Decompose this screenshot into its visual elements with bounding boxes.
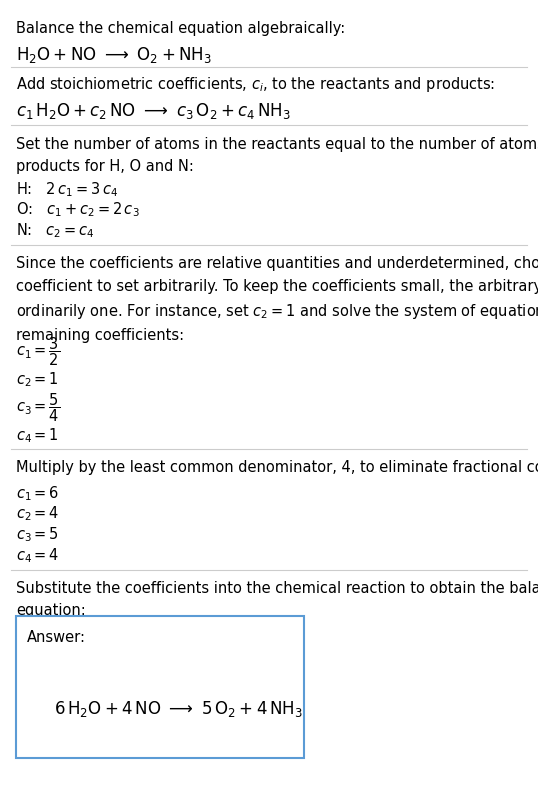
Text: Add stoichiometric coefficients, $c_i$, to the reactants and products:: Add stoichiometric coefficients, $c_i$, … [16,75,495,94]
Text: Answer:: Answer: [27,630,86,646]
Text: $c_4 = 4$: $c_4 = 4$ [16,546,60,564]
Text: Multiply by the least common denominator, 4, to eliminate fractional coefficient: Multiply by the least common denominator… [16,460,538,475]
Text: $c_1\,\mathrm{H_2O} + c_2\,\mathrm{NO}\ \longrightarrow\ c_3\,\mathrm{O_2} + c_4: $c_1\,\mathrm{H_2O} + c_2\,\mathrm{NO}\ … [16,101,291,121]
FancyBboxPatch shape [16,616,304,758]
Text: H:   $2\,c_1 = 3\,c_4$: H: $2\,c_1 = 3\,c_4$ [16,180,118,198]
Text: $\mathrm{H_2O + NO}\ \longrightarrow\ \mathrm{O_2 + NH_3}$: $\mathrm{H_2O + NO}\ \longrightarrow\ \m… [16,45,212,65]
Text: equation:: equation: [16,603,86,618]
Text: Since the coefficients are relative quantities and underdetermined, choose a
coe: Since the coefficients are relative quan… [16,256,538,343]
Text: Set the number of atoms in the reactants equal to the number of atoms in the: Set the number of atoms in the reactants… [16,137,538,152]
Text: $\mathrm{6\,H_2O + 4\,NO}\ \longrightarrow\ \mathrm{5\,O_2 + 4\,NH_3}$: $\mathrm{6\,H_2O + 4\,NO}\ \longrightarr… [54,699,303,719]
Text: Substitute the coefficients into the chemical reaction to obtain the balanced: Substitute the coefficients into the che… [16,581,538,596]
Text: $c_1 = \dfrac{3}{2}$: $c_1 = \dfrac{3}{2}$ [16,336,60,369]
Text: $c_3 = 5$: $c_3 = 5$ [16,525,59,544]
Text: products for H, O and N:: products for H, O and N: [16,159,194,174]
Text: $c_1 = 6$: $c_1 = 6$ [16,484,60,502]
Text: $c_4 = 1$: $c_4 = 1$ [16,426,59,444]
Text: N:   $c_2 = c_4$: N: $c_2 = c_4$ [16,221,95,240]
Text: $c_2 = 4$: $c_2 = 4$ [16,505,60,523]
Text: $c_2 = 1$: $c_2 = 1$ [16,370,59,388]
Text: Balance the chemical equation algebraically:: Balance the chemical equation algebraica… [16,21,345,36]
Text: O:   $c_1 + c_2 = 2\,c_3$: O: $c_1 + c_2 = 2\,c_3$ [16,201,140,219]
Text: $c_3 = \dfrac{5}{4}$: $c_3 = \dfrac{5}{4}$ [16,392,60,424]
